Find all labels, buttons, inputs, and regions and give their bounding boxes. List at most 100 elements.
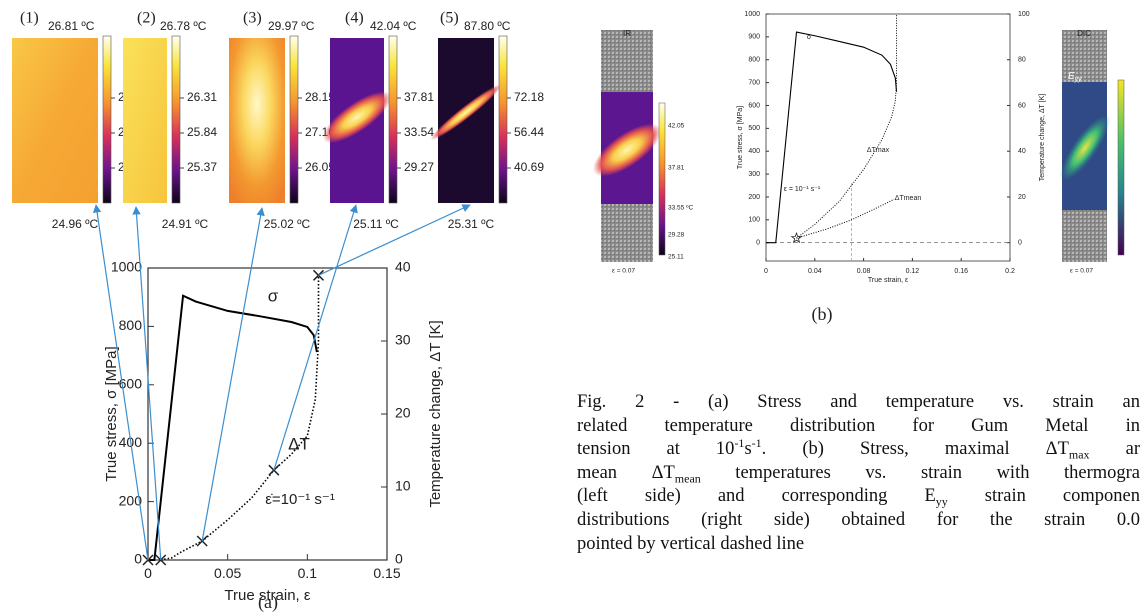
colorbar-tick-label: 33.54: [404, 125, 434, 139]
caption-text: max: [1068, 447, 1090, 462]
marker: [790, 231, 803, 244]
x-axis-label: True strain, ε: [224, 587, 310, 604]
caption-text: Fig. 2 - (a) Stress and temperature vs. …: [577, 392, 1140, 412]
thermogram-label: (3): [243, 10, 262, 27]
y-tick-label: 100: [748, 217, 760, 224]
caption-line: related temperature distribution for Gum…: [577, 415, 1140, 439]
colorbar: [1117, 79, 1125, 256]
colorbar-tick-label: 29.27: [404, 160, 434, 174]
x-tick-label: 0.12: [906, 268, 920, 275]
caption-text: pointed by vertical dashed line: [577, 533, 805, 554]
specimen-grip: [601, 204, 653, 262]
x-tick-label: 0.15: [373, 565, 400, 581]
panel-label: (b): [812, 304, 833, 325]
x-tick-label: 0.2: [1005, 268, 1015, 275]
plot-frame: [765, 13, 1011, 262]
max-temperature: 26.78 ºC: [160, 19, 207, 33]
thermogram: [229, 38, 285, 203]
max-temperature: 29.97 ºC: [268, 19, 315, 33]
y-tick-label: 0: [756, 240, 760, 247]
hot-band: [592, 123, 662, 177]
min-temperature: 25.11 ºC: [353, 217, 399, 231]
pointer-arrow: [201, 207, 265, 542]
plot-frame: [147, 267, 388, 561]
colorbar-tick-label: 26.05: [305, 160, 335, 174]
specimen-grip: [601, 30, 653, 92]
colorbar-tick-label: 29.28: [668, 232, 685, 239]
x-tick-label: 0: [144, 565, 152, 581]
y-tick-label: 200: [748, 194, 760, 201]
component-symbol: E: [1068, 71, 1075, 82]
y2-tick-label: 0: [1018, 240, 1022, 247]
colorbar-tick-label: 33.55 ºC: [668, 205, 693, 212]
annotation: ε̇=10⁻¹ s⁻¹: [265, 491, 335, 508]
x-tick-label: 0: [764, 268, 768, 275]
caption-line: distributions (right side) obtained for …: [577, 509, 1140, 533]
y-axis-label: True stress, σ [MPa]: [737, 106, 744, 169]
y2-axis-label: Temperature change, ΔT [K]: [1039, 94, 1046, 181]
y-tick-label: 600: [748, 102, 760, 109]
caption-text: strain componen: [947, 486, 1140, 507]
y-tick-label: 200: [119, 492, 143, 508]
x-axis-label: True strain, ε: [868, 277, 908, 284]
caption-text: mean: [674, 471, 701, 486]
marker: [268, 464, 280, 476]
caption-line: tension at 10-1s-1. (b) Stress, maximal …: [577, 436, 1140, 462]
caption-line: Fig. 2 - (a) Stress and temperature vs. …: [577, 391, 1140, 415]
series-line: [796, 198, 895, 239]
y2-tick-label: 0: [395, 551, 403, 567]
thermogram: [12, 38, 98, 203]
caption-text: (left side) and corresponding E: [577, 486, 936, 507]
max-temperature: 42.04 ºC: [370, 19, 417, 33]
image-title: IR: [623, 29, 631, 38]
y-tick-label: 700: [748, 79, 760, 86]
caption-text: related temperature distribution for Gum…: [577, 415, 1140, 436]
colorbar: [388, 35, 398, 204]
x-tick-label: 0.08: [857, 268, 871, 275]
series-line: [766, 31, 898, 244]
y-tick-label: 800: [748, 57, 760, 64]
colorbar: [658, 102, 666, 256]
caption-text: ar: [1089, 439, 1140, 460]
caption-line: pointed by vertical dashed line: [577, 533, 1140, 557]
caption-text: -1: [751, 436, 762, 451]
colorbar-tick-label: 72.18: [514, 90, 544, 104]
colorbar-tick-label: 28.15: [305, 90, 335, 104]
max-temperature: 26.81 ºC: [48, 19, 95, 33]
y2-tick-label: 20: [1018, 194, 1026, 201]
caption-text: temperatures vs. strain with thermogra: [700, 462, 1140, 483]
y-tick-label: 400: [748, 148, 760, 155]
specimen-grip: [1062, 210, 1107, 262]
y-tick-label: 1000: [744, 11, 760, 18]
series-line: [796, 14, 898, 239]
y-tick-label: 900: [748, 34, 760, 41]
panel-label: (a): [258, 592, 278, 613]
annotation: ε = 10⁻¹ s⁻¹: [784, 186, 821, 193]
pointer-arrow: [132, 206, 162, 561]
series-label: σ: [268, 286, 279, 305]
colorbar-tick-label: 25.37: [187, 160, 217, 174]
thermogram: [123, 38, 167, 203]
thermogram: [438, 38, 494, 203]
y-tick-label: 300: [748, 171, 760, 178]
caption-text: yy: [935, 495, 948, 510]
caption-text: mean ΔT: [577, 462, 675, 483]
series-label: ΔT: [288, 434, 310, 453]
pointer-arrow: [273, 204, 358, 471]
marker: [155, 554, 167, 566]
colorbar-tick-label: 37.81: [404, 90, 434, 104]
y-tick-label: 500: [748, 125, 760, 132]
y-tick-label: 1000: [111, 259, 142, 275]
strain-label: ε = 0.07: [612, 268, 635, 275]
thermogram-label: (2): [137, 10, 156, 27]
caption-line: (left side) and corresponding Eyy strain…: [577, 485, 1140, 509]
colorbar-tick-label: 25.84: [187, 125, 217, 139]
colorbar: [102, 35, 112, 204]
thermogram-label: (5): [440, 10, 459, 27]
min-temperature: 25.02 ºC: [264, 217, 311, 231]
specimen-grip: [1062, 30, 1107, 82]
series-line: [160, 275, 320, 561]
min-temperature: 24.96 ºC: [52, 217, 99, 231]
caption-line: mean ΔTmean temperatures vs. strain with…: [577, 462, 1140, 486]
